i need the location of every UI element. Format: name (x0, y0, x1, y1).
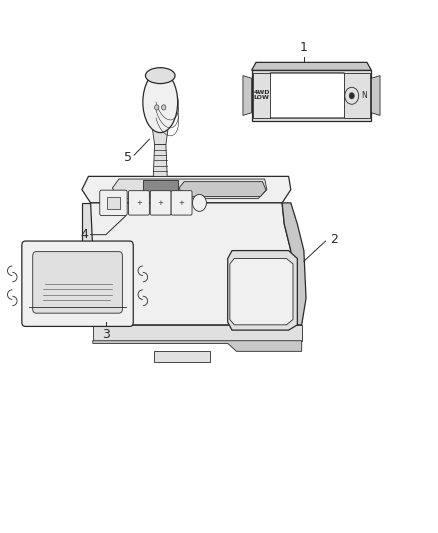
FancyBboxPatch shape (269, 73, 345, 118)
FancyBboxPatch shape (107, 197, 120, 209)
Text: 4: 4 (80, 228, 88, 241)
Circle shape (349, 93, 354, 99)
Polygon shape (93, 325, 302, 341)
Polygon shape (282, 203, 306, 325)
Text: +: + (136, 200, 142, 206)
FancyBboxPatch shape (22, 241, 133, 326)
Polygon shape (344, 73, 370, 118)
Text: N: N (361, 91, 367, 100)
Circle shape (162, 105, 166, 110)
Polygon shape (153, 144, 167, 176)
FancyBboxPatch shape (128, 191, 149, 215)
Circle shape (155, 105, 159, 110)
Polygon shape (179, 182, 266, 197)
Ellipse shape (143, 71, 178, 133)
Text: 4WD
LOW: 4WD LOW (254, 90, 270, 100)
Polygon shape (82, 203, 93, 325)
Polygon shape (82, 176, 291, 203)
Polygon shape (228, 251, 297, 330)
Circle shape (192, 195, 206, 212)
Polygon shape (93, 341, 302, 351)
Polygon shape (154, 351, 210, 362)
Polygon shape (371, 76, 380, 115)
Text: 2: 2 (330, 233, 338, 246)
Polygon shape (230, 259, 293, 325)
Text: 3: 3 (102, 328, 110, 341)
Polygon shape (252, 62, 371, 70)
Text: 1: 1 (300, 42, 308, 54)
Text: +: + (179, 200, 184, 206)
Ellipse shape (145, 68, 175, 84)
Polygon shape (143, 180, 178, 196)
Polygon shape (253, 73, 270, 118)
Polygon shape (252, 70, 371, 120)
Text: +: + (158, 200, 164, 206)
Polygon shape (113, 179, 267, 199)
FancyBboxPatch shape (150, 191, 171, 215)
Polygon shape (91, 203, 293, 325)
Polygon shape (243, 76, 252, 115)
FancyBboxPatch shape (171, 191, 192, 215)
FancyBboxPatch shape (100, 190, 127, 216)
Text: 5: 5 (124, 151, 131, 164)
FancyBboxPatch shape (33, 252, 122, 313)
Polygon shape (152, 128, 168, 144)
